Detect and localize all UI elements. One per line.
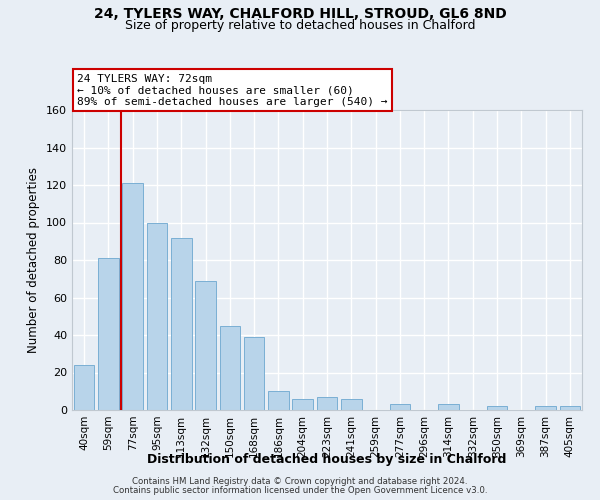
Bar xyxy=(98,258,119,410)
Bar xyxy=(535,406,556,410)
Bar xyxy=(292,399,313,410)
Text: 24, TYLERS WAY, CHALFORD HILL, STROUD, GL6 8ND: 24, TYLERS WAY, CHALFORD HILL, STROUD, G… xyxy=(94,8,506,22)
Bar xyxy=(268,391,289,410)
Y-axis label: Number of detached properties: Number of detached properties xyxy=(28,167,40,353)
Bar xyxy=(487,406,508,410)
Bar xyxy=(341,399,362,410)
Bar xyxy=(438,404,459,410)
Bar xyxy=(195,280,216,410)
Text: Contains HM Land Registry data © Crown copyright and database right 2024.: Contains HM Land Registry data © Crown c… xyxy=(132,478,468,486)
Bar xyxy=(122,183,143,410)
Text: Size of property relative to detached houses in Chalford: Size of property relative to detached ho… xyxy=(125,18,475,32)
Bar xyxy=(244,337,265,410)
Bar xyxy=(146,222,167,410)
Bar xyxy=(220,326,240,410)
Bar xyxy=(171,238,191,410)
Bar xyxy=(74,365,94,410)
Bar xyxy=(560,406,580,410)
Bar xyxy=(389,404,410,410)
Text: Contains public sector information licensed under the Open Government Licence v3: Contains public sector information licen… xyxy=(113,486,487,495)
Bar xyxy=(317,397,337,410)
Text: 24 TYLERS WAY: 72sqm
← 10% of detached houses are smaller (60)
89% of semi-detac: 24 TYLERS WAY: 72sqm ← 10% of detached h… xyxy=(77,74,388,107)
Text: Distribution of detached houses by size in Chalford: Distribution of detached houses by size … xyxy=(148,452,506,466)
